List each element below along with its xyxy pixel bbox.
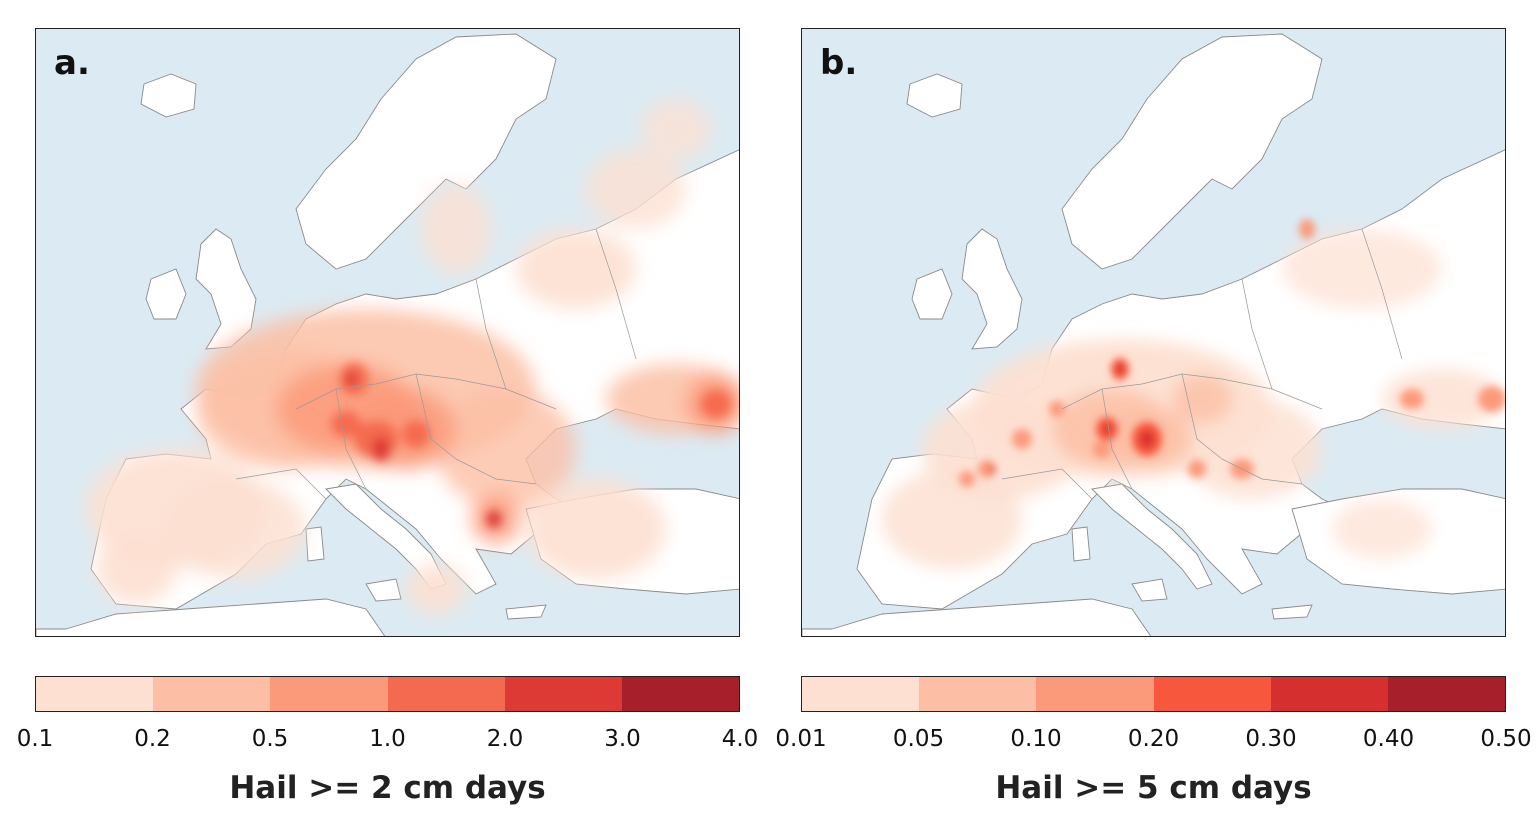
europe-map-b (802, 33, 1505, 636)
colorbar-tick-label: 3.0 (604, 726, 641, 752)
colorbar-tick-label: 0.20 (1127, 726, 1180, 752)
britain-landmass (961, 228, 1023, 350)
colorbar-segment (36, 677, 154, 711)
colorbar-a (35, 676, 740, 712)
hail-hotspots-a (331, 363, 731, 528)
map-panel-a: a. (35, 28, 740, 637)
ireland-landmass (145, 268, 187, 320)
ireland-landmass (911, 268, 953, 320)
britain-landmass (195, 228, 257, 350)
crete-landmass (1271, 604, 1313, 620)
colorbar-segment (153, 677, 271, 711)
colorbar-tick-label: 0.05 (892, 726, 945, 752)
iceland-landmass (906, 73, 963, 118)
north-africa-landmass (36, 598, 386, 636)
colorbar-title-b: Hail >= 5 cm days (995, 770, 1312, 806)
colorbar-tick-label: 4.0 (721, 726, 759, 752)
colorbar-tick-label: 0.50 (1480, 726, 1532, 752)
country-borders-b (1001, 228, 1403, 500)
scandinavia-landmass (1061, 33, 1323, 270)
sicily-landmass (1131, 578, 1168, 602)
sicily-landmass (365, 578, 402, 602)
iceland-landmass (140, 73, 197, 118)
colorbar-tick-label: 2.0 (486, 726, 524, 752)
colorbar-segment (621, 677, 740, 711)
crete-landmass (505, 604, 547, 620)
italy-landmass (1091, 483, 1213, 590)
colorbar-segment (387, 677, 505, 711)
colorbar-tick-label: 0.2 (134, 726, 171, 752)
colorbar-tick-label: 0.5 (251, 726, 289, 752)
colorbar-title-a: Hail >= 2 cm days (229, 770, 546, 806)
colorbar-segment (802, 677, 920, 711)
colorbar-segment (270, 677, 388, 711)
panel-label-a: a. (54, 43, 90, 83)
colorbar-ticks-a: 0.1 0.2 0.5 1.0 2.0 3.0 4.0 (17, 726, 759, 756)
colorbar-segment (1153, 677, 1271, 711)
colorbar-segment (1387, 677, 1506, 711)
colorbar-tick-label: 0.10 (1010, 726, 1062, 752)
colorbar-segment (1270, 677, 1388, 711)
colorbar-ticks-b: 0.01 0.05 0.10 0.20 0.30 0.40 0.50 (775, 726, 1531, 756)
colorbar-tick-label: 0.30 (1245, 726, 1297, 752)
panel-label-b: b. (820, 43, 858, 83)
scandinavia-landmass (295, 33, 557, 270)
colorbar-segment (919, 677, 1037, 711)
north-africa-landmass (802, 598, 1152, 636)
hail-density-b (882, 229, 1502, 569)
map-panel-b: b. (801, 28, 1506, 637)
hail-hotspots-b (959, 219, 1505, 487)
colorbar-tick-label: 0.01 (775, 726, 827, 752)
colorbar-tick-label: 0.40 (1362, 726, 1415, 752)
colorbar-segment (504, 677, 622, 711)
europe-map-a (36, 33, 739, 636)
country-borders-a (235, 228, 637, 500)
colorbar-segment (1036, 677, 1154, 711)
sardinia-landmass (1071, 526, 1091, 562)
colorbar-tick-label: 0.1 (16, 726, 54, 752)
sardinia-landmass (305, 526, 325, 562)
colorbar-tick-label: 1.0 (369, 726, 406, 752)
colorbar-b (801, 676, 1506, 712)
